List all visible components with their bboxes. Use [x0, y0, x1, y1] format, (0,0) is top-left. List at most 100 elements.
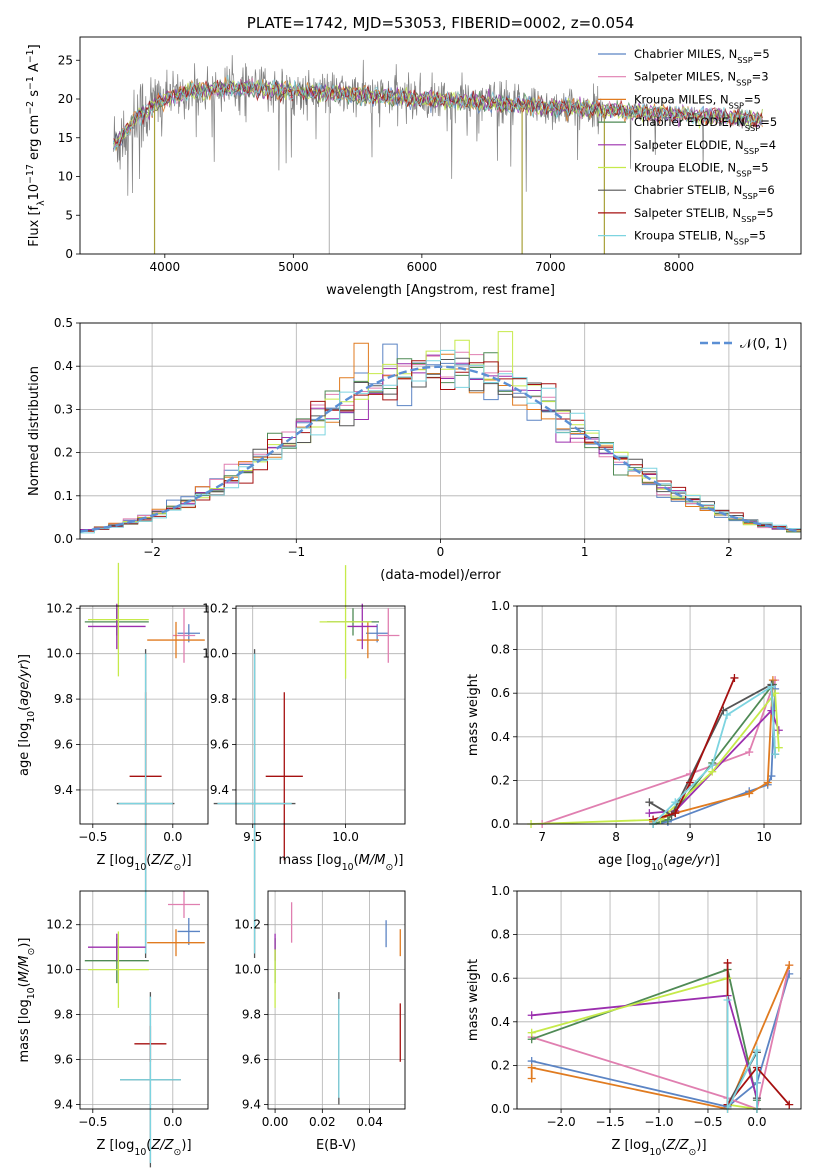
weight-vs-Z-marker-2-0 [527, 1074, 536, 1083]
weight-vs-age-xtick-label-2: 9 [686, 830, 694, 844]
weight-vs-age-marker-8-1 [671, 798, 680, 807]
spectrum-frame [79, 36, 802, 255]
spectrum-xtick-label-2: 6000 [407, 260, 438, 274]
mass-vs-Z-ytick-label-2: 9.8 [54, 1008, 73, 1022]
weight-vs-age-line-5 [531, 690, 780, 825]
mass-vs-Z-ylabel: mass [log10(M/M⊙)] [17, 938, 37, 1063]
weight-vs-Z-line-5 [531, 977, 758, 1110]
weight-vs-Z-xtick-label-2: −1.0 [644, 1115, 673, 1129]
spectrum-ytick-label-3: 15 [58, 131, 73, 145]
weight-vs-age-marker-8-5 [771, 750, 780, 759]
residual-histogram-ytick-label-1: 0.1 [54, 489, 73, 503]
weight-vs-Z-marker-7-3 [785, 1100, 794, 1109]
residual-histogram-ytick-label-3: 0.3 [54, 402, 73, 416]
residual-histogram-ytick-label-4: 0.4 [54, 359, 73, 373]
spectrum-xtick-label-3: 7000 [535, 260, 566, 274]
residual-histogram-ytick-label-2: 0.2 [54, 446, 73, 460]
spectrum-model-line-8 [113, 74, 763, 151]
weight-vs-Z-ytick-label-3: 0.6 [491, 971, 510, 985]
weight-vs-Z-marker-2-3 [785, 961, 794, 970]
weight-vs-age-marker-8-2 [708, 761, 717, 770]
age-vs-mass-xtick-label-1: 10.0 [332, 830, 359, 844]
weight-vs-Z-marker-4-0 [527, 1011, 536, 1020]
mass-vs-ebv-ytick-label-2: 9.8 [242, 1008, 261, 1022]
spectrum-legend-label-6: Chabrier STELIB, NSSP=6 [634, 183, 775, 201]
weight-vs-age-ytick-label-5: 1.0 [491, 599, 510, 613]
weight-vs-age-frame [516, 605, 802, 825]
weight-vs-Z-xtick-label-1: −1.5 [595, 1115, 624, 1129]
weight-vs-Z-line-2 [530, 964, 791, 1111]
residual-histogram-xtick-label-0: −2 [143, 545, 161, 559]
weight-vs-Z-ytick-label-1: 0.2 [491, 1058, 510, 1072]
weight-vs-Z-marker-5-0 [527, 1028, 536, 1037]
weight-vs-age-marker-3-1 [663, 815, 672, 824]
mass-vs-Z-point-5 [88, 931, 149, 1008]
histogram-step-8 [80, 349, 801, 534]
spectrum-legend-label-4: Salpeter ELODIE, NSSP=4 [634, 138, 776, 156]
mass-vs-ebv-ytick-label-3: 10.0 [234, 963, 261, 977]
weight-vs-age-line-7 [652, 677, 736, 821]
weight-vs-Z-marker-7-0 [723, 958, 732, 967]
mass-vs-Z-xtick-label-0: −0.5 [78, 1115, 107, 1129]
weight-vs-Z-line-1 [531, 964, 791, 1111]
mass-vs-Z-ytick-label-4: 10.2 [46, 918, 73, 932]
age-vs-Z-ytick-label-4: 10.2 [46, 601, 73, 615]
weight-vs-age-xtick-label-0: 7 [538, 830, 546, 844]
mass-vs-Z-point-0 [177, 917, 200, 945]
spectrum-plot-area [113, 55, 763, 254]
spectrum-legend-label-8: Kroupa STELIB, NSSP=5 [634, 229, 766, 247]
histogram-ylabel: Normed distribution [27, 366, 42, 496]
age-vs-Z-point-8 [118, 653, 173, 954]
mass-vs-Z-point-2 [147, 929, 205, 957]
weight-vs-age-ytick-label-4: 0.8 [491, 643, 510, 657]
residual-histogram-xtick-label-1: −1 [287, 545, 305, 559]
residual-histogram-xtick-label-3: 1 [581, 545, 589, 559]
spectrum-xtick-label-1: 5000 [278, 260, 309, 274]
spectrum-ytick-label-4: 20 [58, 92, 73, 106]
spectrum-axes [76, 59, 680, 258]
mass-vs-ebv-ytick-label-0: 9.4 [242, 1098, 261, 1112]
histogram-plot-area [80, 331, 801, 534]
age-vs-mass-ytick-label-1: 9.6 [210, 738, 229, 752]
weight-vs-age-ylabel: mass weight [466, 674, 481, 756]
weight-vs-age-marker-4-3 [774, 726, 783, 735]
mass-vs-ebv-xtick-label-2: 0.04 [356, 1115, 383, 1129]
age-vs-mass-xlabel: mass [log10(M/M⊙)] [279, 853, 404, 873]
spectrum-legend-label-7: Salpeter STELIB, NSSP=5 [634, 206, 774, 224]
mass-vs-Z-ytick-label-0: 9.4 [54, 1098, 73, 1112]
weight-vs-age-xtick-label-3: 10 [756, 830, 771, 844]
weight-vs-age-ytick-label-0: 0.0 [491, 817, 510, 831]
histogram-legend-label: 𝒩(0, 1) [740, 337, 787, 352]
spectrum-title: PLATE=1742, MJD=53053, FIBERID=0002, z=0… [247, 14, 634, 32]
weight-vs-age-marker-7-3 [730, 673, 739, 682]
histogram-xlabel: (data-model)/error [380, 568, 501, 583]
spectrum-xlabel: wavelength [Angstrom, rest frame] [326, 283, 555, 298]
weight-vs-Z-ytick-label-2: 0.4 [491, 1015, 510, 1029]
mass-vs-ebv-xlabel: E(B-V) [316, 1138, 356, 1153]
age-vs-Z-ytick-label-0: 9.4 [54, 783, 73, 797]
age-vs-mass-ytick-label-3: 10.0 [202, 647, 229, 661]
spectrum-legend-label-5: Kroupa ELODIE, NSSP=5 [634, 161, 769, 179]
age-vs-Z-point-4 [88, 603, 146, 650]
age-vs-mass-point-8 [217, 653, 292, 954]
mass-vs-ebv-frame [267, 890, 406, 1110]
weight-vs-age-marker-5-4 [774, 743, 783, 752]
weight-vs-age-marker-7-2 [686, 778, 695, 787]
weight-vs-Z-marker-8-2 [752, 1046, 761, 1055]
age-vs-mass-ytick-label-4: 10.2 [202, 601, 229, 615]
age-vs-mass-point-7 [265, 692, 303, 861]
weight-vs-age-marker-2-3 [763, 778, 772, 787]
spectrum-ytick-label-2: 10 [58, 170, 73, 184]
weight-vs-Z-marker-2-1 [527, 1063, 536, 1072]
weight-vs-age-marker-2-2 [745, 789, 754, 798]
mass-vs-Z-xlabel: Z [log10(Z/Z⊙)] [96, 1138, 191, 1158]
age-vs-Z-ytick-label-1: 9.6 [54, 738, 73, 752]
weight-vs-Z-ytick-label-5: 1.0 [491, 884, 510, 898]
residual-histogram-xtick-label-2: 0 [437, 545, 445, 559]
mass-vs-ebv-ytick-label-1: 9.6 [242, 1053, 261, 1067]
age-vs-mass-ytick-label-0: 9.4 [210, 783, 229, 797]
weight-vs-age-line-4 [649, 708, 780, 814]
age-vs-Z-ylabel: age [log10(age/yr)] [17, 654, 37, 776]
age-vs-Z-ytick-label-2: 9.8 [54, 692, 73, 706]
age-vs-mass-frame [235, 605, 406, 825]
